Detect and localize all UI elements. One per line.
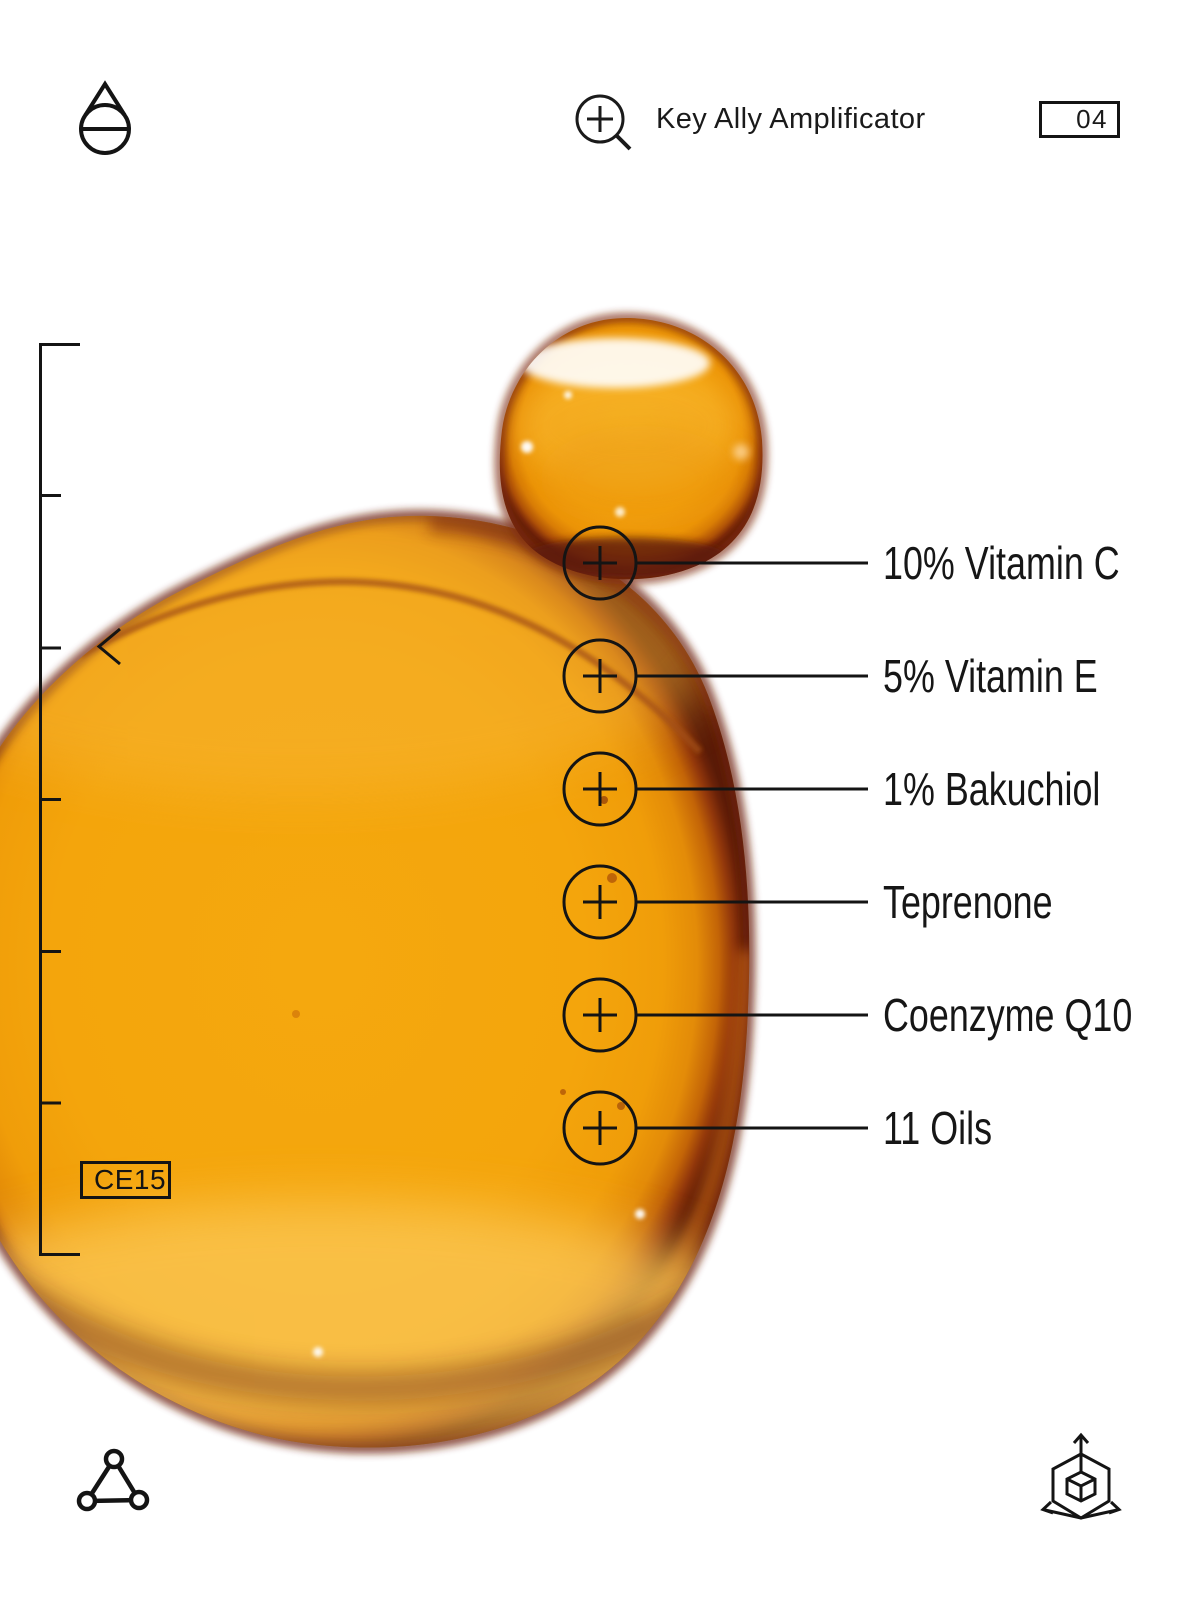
- ingredient-marker-teprenone[interactable]: [562, 864, 638, 940]
- ingredient-marker-vitamin-e[interactable]: [562, 638, 638, 714]
- ingredient-label-coenzyme-q10: Coenzyme Q10: [883, 989, 1133, 1041]
- ingredient-marker-bakuchiol[interactable]: [562, 751, 638, 827]
- measure-ruler: [39, 343, 80, 1256]
- ingredient-marker-vitamin-c[interactable]: [562, 525, 638, 601]
- cube-axes-icon: [1040, 1432, 1122, 1520]
- magnifier-plus-icon[interactable]: [565, 84, 637, 156]
- ingredient-label-11-oils: 11 Oils: [883, 1102, 993, 1154]
- page-number-badge: 04: [1039, 101, 1120, 138]
- chevron-left-icon[interactable]: [96, 627, 121, 666]
- ingredient-label-vitamin-c: 10% Vitamin C: [883, 537, 1120, 589]
- molecule-triangle-icon: [76, 1448, 150, 1512]
- small-oil-droplet: [494, 312, 768, 585]
- ingredient-marker-coenzyme-q10[interactable]: [562, 977, 638, 1053]
- page-title: Key Ally Amplificator: [656, 103, 926, 135]
- oil-drop-icon: [79, 80, 131, 155]
- sample-code-badge: CE15: [80, 1161, 171, 1199]
- ingredient-label-teprenone: Teprenone: [883, 876, 1053, 928]
- ingredient-marker-11-oils[interactable]: [562, 1090, 638, 1166]
- ingredient-label-bakuchiol: 1% Bakuchiol: [883, 763, 1101, 815]
- ingredient-label-vitamin-e: 5% Vitamin E: [883, 650, 1098, 702]
